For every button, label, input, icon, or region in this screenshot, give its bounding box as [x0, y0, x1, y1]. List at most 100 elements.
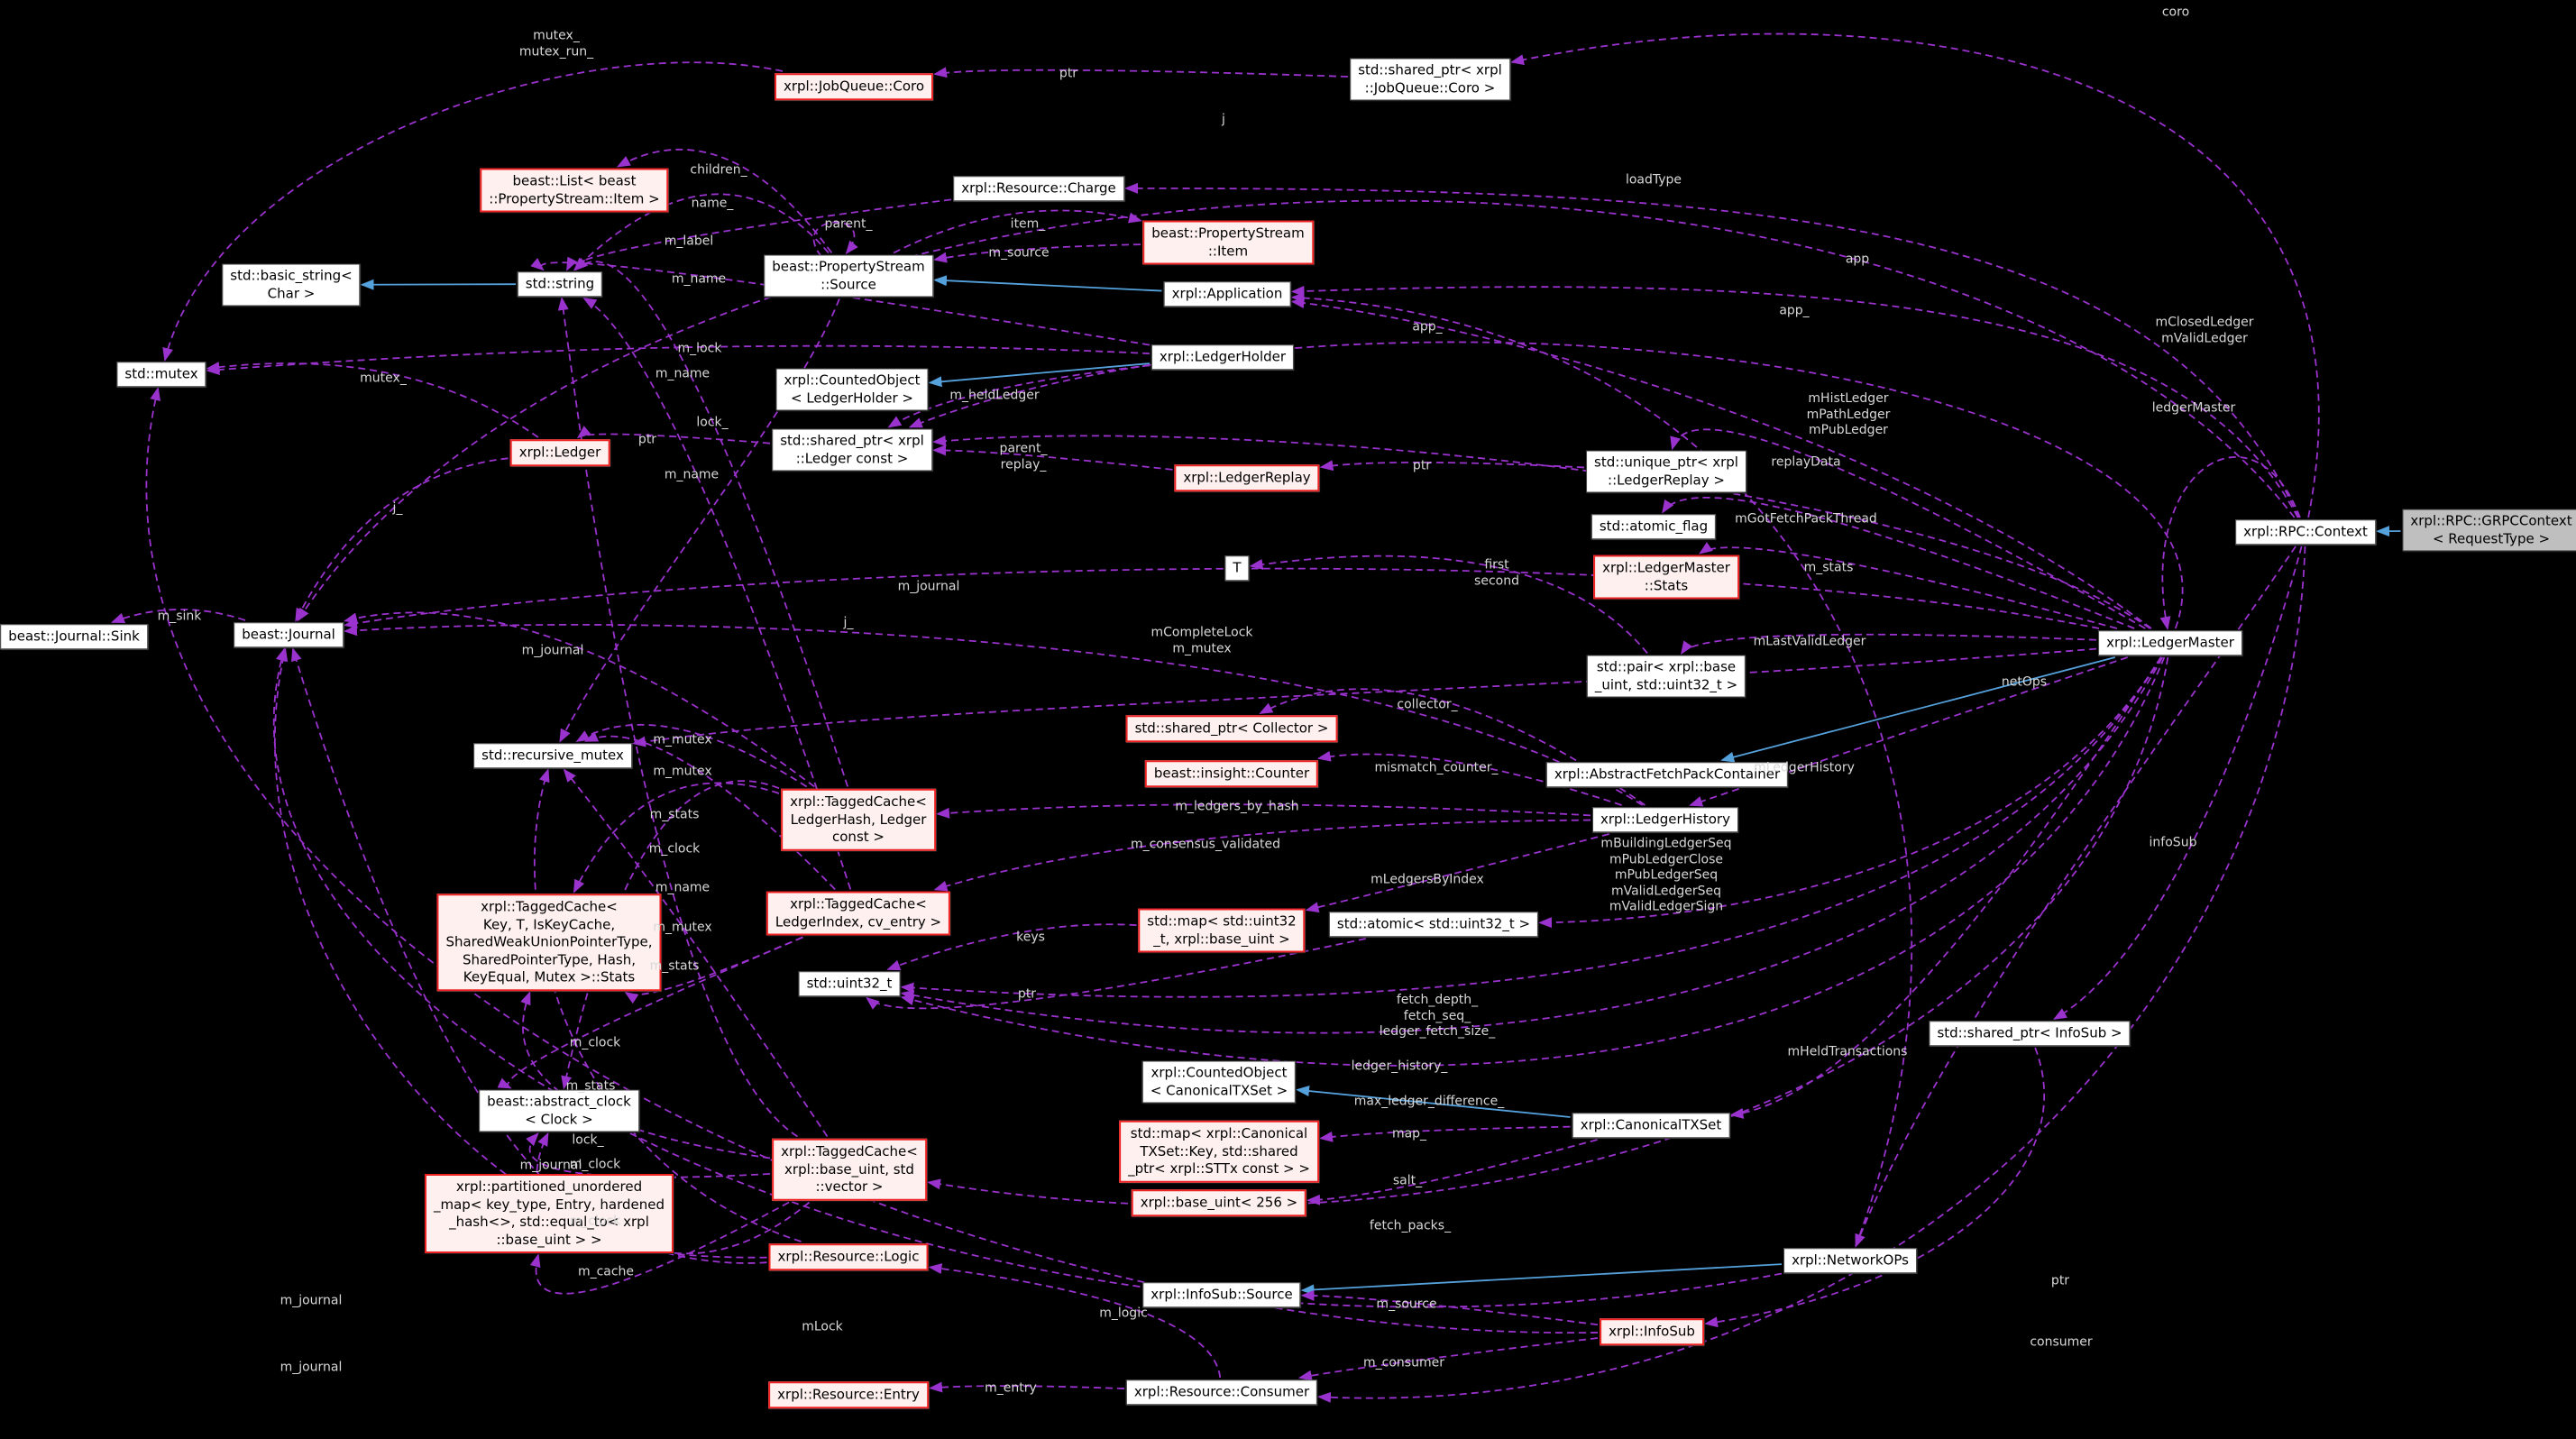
- edge-networkops-application: [1290, 292, 1913, 1247]
- class-node-rpc_context[interactable]: xrpl::RPC::Context: [2235, 519, 2376, 545]
- class-node-list_item[interactable]: beast::List< beast ::PropertyStream::Ite…: [480, 168, 669, 213]
- edge-ps_source-string: [573, 193, 830, 271]
- edge-atomic_u32-uint32: [866, 938, 1366, 1010]
- edge-rpc_context-application: [1290, 285, 2299, 518]
- class-node-grpc[interactable]: xrpl::RPC::GRPCContext < RequestType >: [2402, 509, 2576, 552]
- edge-consumer_n-entry: [929, 1381, 1125, 1393]
- edge-ps_source-ps_item: [893, 209, 1142, 254]
- class-node-atomic_u32[interactable]: std::atomic< std::uint32_t >: [1328, 912, 1539, 937]
- edge-ctxset-co_ctxs: [1296, 1086, 1571, 1118]
- edge-ledgermaster-ledgerhistory: [1689, 656, 2128, 807]
- edge-infosub-is_source: [1300, 1289, 1599, 1326]
- edge-networkops-is_source: [1300, 1263, 1783, 1296]
- class-node-ledgerholder[interactable]: xrpl::LedgerHolder: [1150, 344, 1295, 370]
- class-node-ledgermaster[interactable]: xrpl::LedgerMaster: [2098, 630, 2242, 655]
- class-node-up_replay[interactable]: std::unique_ptr< xrpl ::LedgerReplay >: [1586, 450, 1746, 493]
- edge-pair-t: [1249, 555, 1648, 655]
- edge-tc_index-string: [582, 297, 852, 890]
- edge-ledgerholder-co_lh: [928, 362, 1150, 388]
- class-node-mutex[interactable]: std::mutex: [116, 362, 206, 387]
- class-node-is_source[interactable]: xrpl::InfoSub::Source: [1142, 1282, 1301, 1307]
- edge-rpc_context-journal: [297, 199, 2296, 622]
- edge-ledgermaster-recursive_mutex: [632, 647, 2097, 747]
- edge-tc_hash-journal: [344, 611, 815, 788]
- edge-rpc_context-consumer_n: [1317, 545, 2306, 1403]
- class-node-pair[interactable]: std::pair< xrpl::base _uint, std::uint32…: [1586, 655, 1746, 698]
- class-node-ledgerhistory[interactable]: xrpl::LedgerHistory: [1592, 807, 1738, 832]
- class-node-ctxset[interactable]: xrpl::CanonicalTXSet: [1572, 1113, 1730, 1138]
- edge-tc_hash-tc_stats: [573, 782, 780, 894]
- class-node-application[interactable]: xrpl::Application: [1163, 281, 1291, 307]
- edge-rpc_context-charge: [1124, 182, 2300, 518]
- class-node-journal[interactable]: beast::Journal: [234, 622, 344, 647]
- edge-ledgermaster-atomic_u32: [1538, 656, 2162, 929]
- edge-ledgerhistory-tc_hash: [936, 803, 1591, 819]
- class-node-tc_hash[interactable]: xrpl::TaggedCache< LedgerHash, Ledger co…: [781, 788, 936, 851]
- class-node-sp_infosub[interactable]: std::shared_ptr< InfoSub >: [1929, 1021, 2131, 1046]
- edge-infosub-consumer_n: [1297, 1337, 1599, 1381]
- edge-ledgermaster-atomic_flag: [1662, 497, 2135, 629]
- class-node-ledger[interactable]: xrpl::Ledger: [509, 439, 610, 466]
- edge-ledgermaster-lm_stats: [1699, 542, 2118, 629]
- edge-ledgermaster-afpc: [1720, 656, 2116, 763]
- class-node-coro[interactable]: xrpl::JobQueue::Coro: [774, 73, 934, 100]
- class-node-map_u32[interactable]: std::map< std::uint32 _t, xrpl::base_uin…: [1138, 908, 1306, 953]
- class-node-sink[interactable]: beast::Journal::Sink: [0, 624, 148, 649]
- edge-rpc_context-sp_infosub: [2052, 545, 2303, 1021]
- edge-consumer_n-logic: [928, 1263, 1222, 1379]
- edge-tc_hash-string: [574, 257, 848, 787]
- class-node-co_lh[interactable]: xrpl::CountedObject < LedgerHolder >: [775, 368, 929, 411]
- edge-string-basic_string: [360, 279, 517, 290]
- edge-logic-recursive_mutex: [533, 768, 802, 1242]
- edge-ledgerholder-mutex: [206, 344, 1150, 376]
- edge-journal-sink: [110, 609, 246, 624]
- class-node-charge[interactable]: xrpl::Resource::Charge: [953, 176, 1124, 201]
- class-node-entry[interactable]: xrpl::Resource::Entry: [768, 1381, 929, 1408]
- class-node-lm_stats[interactable]: xrpl::LedgerMaster ::Stats: [1593, 555, 1739, 600]
- class-node-t[interactable]: T: [1224, 555, 1250, 581]
- class-node-co_ctxs[interactable]: xrpl::CountedObject < CanonicalTXSet >: [1141, 1060, 1297, 1104]
- edge-ledgermaster-sp_ledger: [908, 341, 2184, 629]
- class-node-sp_coro[interactable]: std::shared_ptr< xrpl ::JobQueue::Coro >: [1350, 58, 1510, 101]
- class-node-counter[interactable]: beast::insight::Counter: [1144, 760, 1319, 787]
- edge-ctxset-bu256: [1306, 1139, 1598, 1205]
- class-node-sp_ledger[interactable]: std::shared_ptr< xrpl ::Ledger const >: [772, 428, 932, 472]
- edge-ledgermaster-sp_ledger: [932, 435, 2151, 629]
- class-node-ps_source[interactable]: beast::PropertyStream ::Source: [764, 254, 933, 298]
- class-node-string[interactable]: std::string: [517, 271, 603, 297]
- class-node-ledgerreplay[interactable]: xrpl::LedgerReplay: [1174, 464, 1320, 491]
- edge-tc_vec-journal: [291, 647, 811, 1255]
- class-node-recursive_mutex[interactable]: std::recursive_mutex: [473, 743, 632, 768]
- edge-ledgermaster-uint32: [900, 656, 2162, 998]
- edge-map_u32-uint32: [886, 923, 1137, 971]
- class-node-ps_item[interactable]: beast::PropertyStream ::Item: [1142, 220, 1314, 265]
- edge-ledgerhistory-sp_collector: [1259, 688, 1646, 806]
- class-node-bu256[interactable]: xrpl::base_uint< 256 >: [1131, 1189, 1307, 1216]
- edge-ledgermaster-ctxset: [1729, 656, 2162, 1119]
- class-node-map_ctx[interactable]: std::map< xrpl::Canonical TXSet::Key, st…: [1119, 1120, 1319, 1183]
- class-node-basic_string[interactable]: std::basic_string< Char >: [222, 263, 361, 307]
- class-node-uint32[interactable]: std::uint32_t: [798, 971, 901, 996]
- edge-networkops-journal: [272, 647, 1783, 1308]
- class-node-tc_stats[interactable]: xrpl::TaggedCache< Key, T, IsKeyCache, S…: [436, 894, 662, 991]
- class-node-consumer_n[interactable]: xrpl::Resource::Consumer: [1125, 1379, 1318, 1405]
- class-node-sp_collector[interactable]: std::shared_ptr< Collector >: [1125, 715, 1338, 742]
- edge-ledgerreplay-sp_ledger: [932, 445, 1173, 471]
- class-node-logic[interactable]: xrpl::Resource::Logic: [768, 1243, 929, 1270]
- class-node-atomic_flag[interactable]: std::atomic_flag: [1591, 514, 1717, 539]
- edge-up_replay-ledgerreplay: [1319, 460, 1585, 472]
- class-node-tc_vec[interactable]: xrpl::TaggedCache< xrpl::base_uint, std …: [772, 1138, 927, 1201]
- edge-ps_source-list_item: [616, 148, 833, 254]
- class-node-tc_index[interactable]: xrpl::TaggedCache< LedgerIndex, cv_entry…: [765, 891, 951, 936]
- class-node-networkops[interactable]: xrpl::NetworkOPs: [1783, 1248, 1917, 1273]
- class-node-infosub[interactable]: xrpl::InfoSub: [1600, 1318, 1704, 1345]
- class-node-pum[interactable]: xrpl::partitioned_unordered _map< key_ty…: [424, 1174, 674, 1253]
- edge-ledgerhistory-tc_index: [933, 819, 1591, 892]
- edge-ps_item-ps_source: [933, 243, 1141, 263]
- class-node-clock[interactable]: beast::abstract_clock < Clock >: [479, 1089, 639, 1132]
- edge-tc_vec-string: [557, 297, 798, 1138]
- edge-sp_ledger-ledger: [576, 426, 771, 445]
- edge-ledgermaster-up_replay: [1670, 428, 2146, 629]
- class-node-afpc[interactable]: xrpl::AbstractFetchPackContainer: [1545, 762, 1789, 787]
